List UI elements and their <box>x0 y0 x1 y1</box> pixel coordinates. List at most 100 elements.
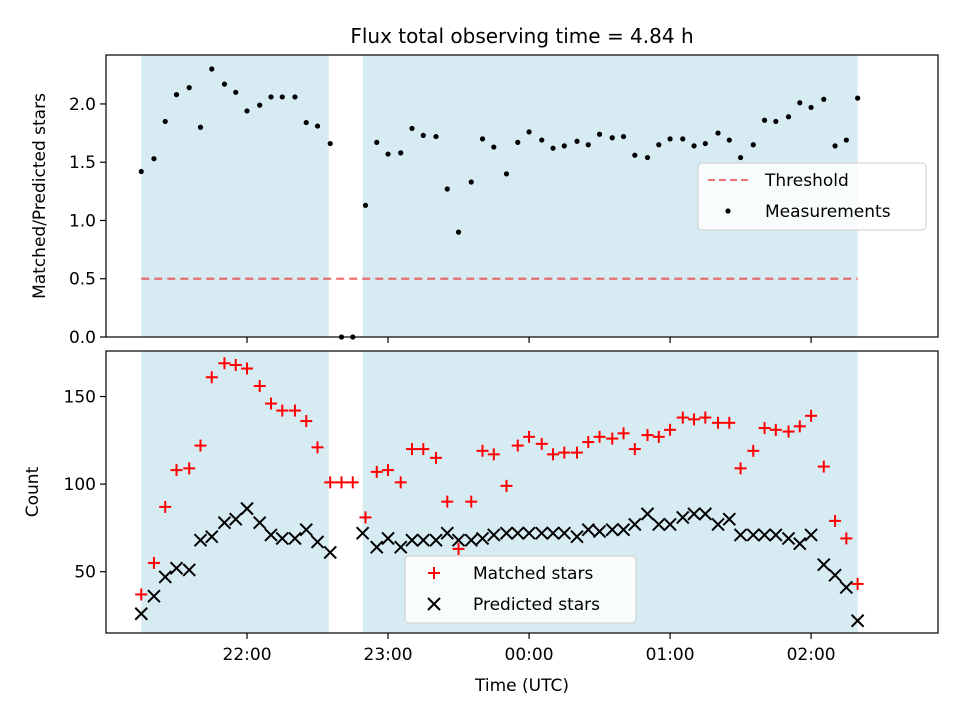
predicted-star-point <box>828 568 842 582</box>
predicted-star-point <box>698 507 713 521</box>
matched-star-point <box>394 476 407 489</box>
matched-star-point <box>147 556 160 569</box>
predicted-star-point <box>757 528 772 542</box>
predicted-star-point <box>381 531 395 546</box>
measurement-point <box>680 136 686 142</box>
predicted-star-point <box>511 526 525 540</box>
y-tick-label: 1.5 <box>69 153 96 173</box>
matched-star-point <box>441 495 454 508</box>
predicted-star-point <box>134 607 148 621</box>
threshold-legend-label: Threshold <box>764 171 849 191</box>
predicted-star-point <box>733 528 748 542</box>
matched-star-point <box>229 359 242 372</box>
predicted-star-point <box>451 533 466 547</box>
predicted-star-point <box>288 531 302 546</box>
x-axis-label: Time (UTC) <box>474 676 569 696</box>
matched-star-point <box>793 420 806 433</box>
y-tick-label: 0.5 <box>69 270 96 290</box>
matched-star-point <box>311 441 324 454</box>
matched-star-point <box>417 443 430 456</box>
measurement-point <box>303 119 309 126</box>
x-tick-label: 22:00 <box>223 645 272 665</box>
predicted-star-point <box>640 507 655 521</box>
predicted-star-point <box>535 526 549 540</box>
matched-star-point <box>288 404 301 417</box>
measurement-point <box>656 142 662 148</box>
matched-star-point <box>241 362 254 375</box>
measurement-point <box>162 118 168 125</box>
measurement-point <box>620 133 627 140</box>
ratio-y-ticks: 0.0 0.5 1.0 1.5 2.0 <box>69 95 106 348</box>
predicted-star-point <box>687 507 701 521</box>
measurement-point <box>632 152 638 158</box>
matched-star-point <box>218 357 231 370</box>
measurement-point <box>468 179 474 185</box>
measurement-point <box>832 143 838 149</box>
matched-star-point <box>300 415 313 428</box>
measurement-point <box>409 125 415 132</box>
matched-star-point <box>712 416 725 429</box>
matched-star-point <box>406 443 419 456</box>
measurements-legend-label: Measurements <box>765 202 891 222</box>
predicted-star-point <box>229 512 243 526</box>
predicted-star-point <box>781 531 796 546</box>
matched-star-point <box>205 371 218 384</box>
measurement-point <box>433 133 439 140</box>
predicted-star-point <box>394 540 408 554</box>
predicted-star-point <box>169 561 184 575</box>
matched-star-point <box>159 500 172 513</box>
predicted-star-point <box>193 533 208 547</box>
predicted-star-point <box>370 540 384 554</box>
ratio-legend-box <box>697 162 927 231</box>
predicted-legend-label: Predicted stars <box>473 595 600 615</box>
predicted-star-point <box>440 526 454 540</box>
matched-star-point <box>758 422 771 435</box>
matched-star-point <box>264 397 277 410</box>
ratio-x-ticks <box>246 337 812 343</box>
predicted-star-point <box>205 529 219 544</box>
measurement-point <box>737 154 744 161</box>
matched-star-point <box>335 476 348 489</box>
measurement-point <box>268 94 274 100</box>
count-legend-box <box>404 555 637 624</box>
measurement-point <box>539 137 545 143</box>
measurement-point <box>596 131 603 137</box>
measurement-point <box>785 114 792 120</box>
matched-star-point <box>535 437 548 450</box>
predicted-star-point <box>592 524 607 539</box>
x-tick-label: 02:00 <box>787 645 836 665</box>
predicted-star-point <box>581 522 595 537</box>
predicted-star-point <box>557 526 572 540</box>
predicted-star-point <box>663 517 677 532</box>
predicted-star-point <box>405 533 419 547</box>
measurement-point <box>221 81 228 87</box>
matched-star-point <box>840 532 853 545</box>
matched-star-point <box>429 451 442 464</box>
measurement-point <box>797 100 803 106</box>
matched-star-point <box>769 423 782 436</box>
count-legend: Matched stars Predicted stars <box>404 555 637 624</box>
measurement-point <box>444 186 450 192</box>
matched-star-point <box>324 476 337 489</box>
measurement-point <box>715 130 721 136</box>
count-panel: 50 100 150 22:00 23:00 00:00 01:00 02:00 Count… <box>23 350 939 696</box>
count-y-ticks: 50 100 150 <box>64 388 106 583</box>
predicted-star-point <box>147 589 161 603</box>
measurement-point <box>327 140 333 147</box>
ratio-legend: Threshold Measurements <box>697 162 927 231</box>
matched-star-point <box>817 460 830 473</box>
predicted-star-point <box>804 528 818 542</box>
matched-star-point <box>135 588 148 601</box>
predicted-star-point <box>310 535 325 549</box>
y-tick-label: 150 <box>64 388 96 408</box>
measurement-point <box>515 139 521 145</box>
ratio-panel: 0.00.51.01.52.0 Matched/Predicted stars … <box>30 54 939 348</box>
measurement-point <box>526 129 532 135</box>
predicted-star-point <box>416 533 430 547</box>
matched-star-point <box>829 514 842 527</box>
measurement-point <box>574 138 580 144</box>
measurement-point <box>609 135 615 141</box>
y-tick-label: 0.0 <box>69 328 96 348</box>
predicted-star-point <box>746 528 760 542</box>
matched-star-point <box>617 427 630 440</box>
